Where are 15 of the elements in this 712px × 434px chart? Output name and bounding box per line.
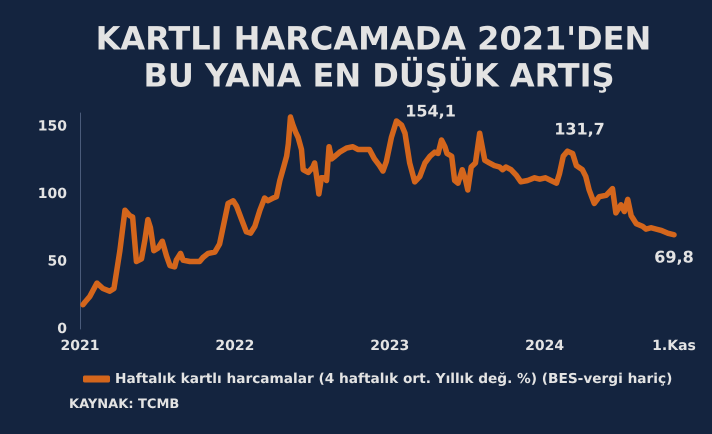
annotation: 69,8 (654, 247, 694, 266)
y-tick-label: 150 (38, 118, 68, 134)
x-tick-label: 2023 (370, 338, 410, 354)
x-tick-label: 2024 (525, 338, 564, 354)
y-tick-label: 50 (48, 254, 68, 270)
x-tick-label: 1.Kas (652, 338, 696, 354)
annotation: 131,7 (554, 120, 605, 139)
x-tick-label: 2021 (60, 338, 100, 354)
annotation: 154,1 (405, 101, 456, 120)
legend-label: Haftalık kartlı harcamalar (4 haftalık ort. Yıllık değ. %) (BES-vergi hariç) (115, 371, 672, 387)
chart-title: KARTLI HARCAMADA 2021'DEN BU YANA EN DÜŞÜK ARTIŞ (96, 20, 662, 94)
y-tick-label: 0 (57, 321, 68, 337)
x-tick-label: 2022 (215, 338, 254, 354)
text: KAYNAK: TCMB (69, 397, 180, 412)
y-tick-label: 100 (38, 186, 68, 202)
